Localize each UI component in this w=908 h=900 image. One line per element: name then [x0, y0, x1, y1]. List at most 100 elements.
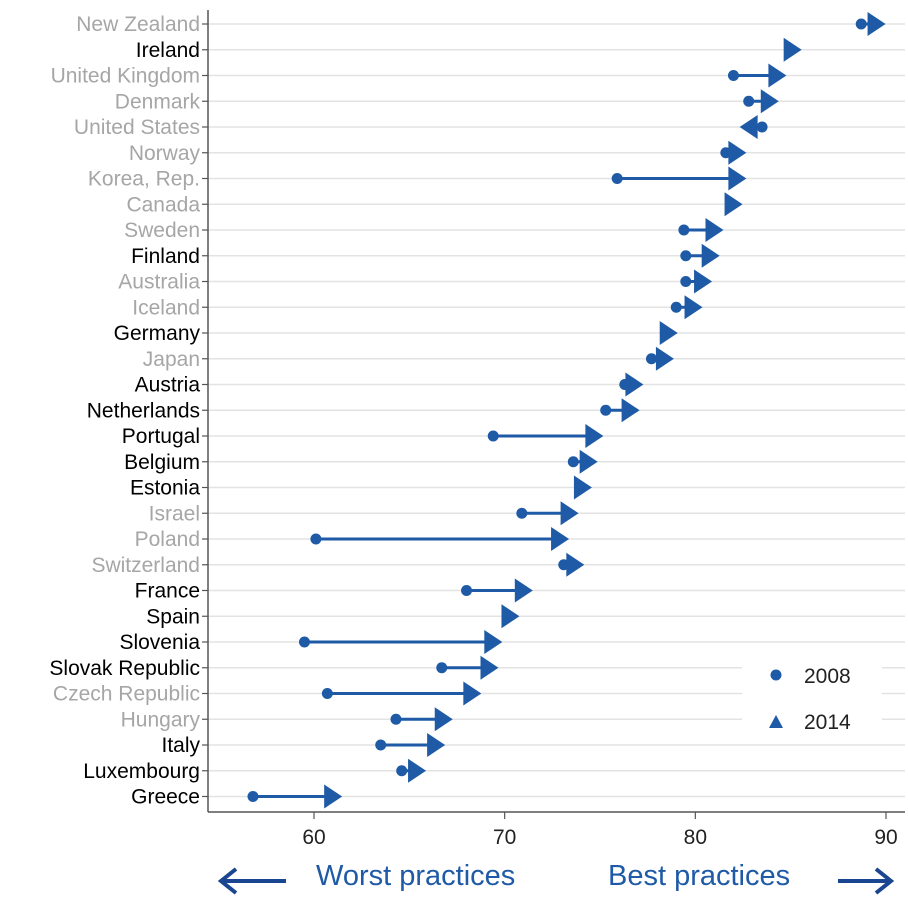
legend-2014-label: 2014 [804, 711, 851, 734]
marker-2008 [670, 301, 682, 313]
marker-2014 [684, 295, 703, 320]
marker-2008 [436, 662, 448, 674]
marker-2014 [724, 192, 743, 217]
axes [202, 10, 905, 819]
marker-2014 [434, 707, 453, 732]
marker-2014 [783, 37, 802, 62]
marker-2014 [694, 269, 713, 294]
country-label: Japan [143, 348, 200, 371]
marker-2014 [585, 424, 604, 448]
country-label: Ireland [136, 39, 200, 62]
marker-2014 [484, 630, 503, 654]
marker-2014 [551, 527, 570, 551]
marker-2014 [501, 604, 520, 629]
gridlines [208, 23, 905, 798]
arrow-right-icon [838, 867, 895, 895]
legend-2008-marker [770, 669, 782, 681]
marker-2014 [739, 115, 758, 139]
marker-2008 [756, 121, 768, 133]
marker-2008 [396, 765, 408, 777]
marker-2008 [743, 95, 755, 107]
country-label: Portugal [122, 425, 200, 448]
marker-2014 [560, 501, 579, 526]
marker-2008 [487, 430, 499, 442]
marker-2014 [701, 243, 720, 268]
marker-2008 [680, 276, 692, 287]
legend: 2008 2014 [742, 652, 882, 742]
worst-practices-label: Worst practices [316, 860, 516, 892]
country-label: Estonia [130, 477, 200, 500]
marker-2014 [625, 372, 644, 397]
country-label: Austria [135, 374, 201, 397]
marker-2008 [247, 791, 259, 802]
country-label: Sweden [124, 219, 200, 242]
marker-2008 [516, 507, 528, 519]
marker-2014 [427, 733, 446, 757]
marker-2014 [463, 681, 482, 706]
marker-2014 [728, 140, 747, 165]
country-label: Czech Republic [53, 683, 200, 706]
marker-2014 [867, 12, 886, 36]
marker-2014 [728, 166, 747, 191]
marker-2014 [760, 89, 779, 114]
x-tick-labels: 60 70 80 90 [302, 826, 897, 849]
marker-2008 [645, 353, 657, 365]
marker-2014 [621, 398, 640, 423]
marker-2008 [855, 18, 867, 30]
country-label: United Kingdom [51, 65, 200, 88]
marker-2008 [727, 70, 739, 81]
x-tick-label: 60 [302, 826, 325, 849]
country-label: Canada [126, 193, 200, 216]
marker-2014 [705, 218, 724, 242]
legend-2014-marker [769, 715, 783, 728]
marker-2014 [408, 758, 427, 783]
country-label: Belgium [124, 451, 200, 474]
marker-2008 [567, 456, 579, 468]
marker-2014 [768, 63, 787, 88]
marker-2008 [310, 533, 322, 545]
marker-2014 [324, 784, 343, 809]
x-tick-label: 80 [684, 826, 707, 849]
country-label: Norway [129, 142, 201, 165]
marker-2014 [655, 346, 674, 371]
country-label: Korea, Rep. [88, 168, 200, 191]
country-label: Finland [131, 245, 200, 268]
country-label: New Zealand [76, 13, 200, 36]
country-label: United States [74, 116, 200, 139]
legend-2008-label: 2008 [804, 665, 851, 688]
legend-background [742, 652, 882, 742]
country-label: Iceland [132, 296, 200, 319]
marker-2008 [678, 224, 690, 236]
country-label: Greece [131, 786, 200, 809]
country-label: Hungary [121, 708, 201, 731]
country-label: Poland [135, 528, 200, 551]
country-label: Italy [161, 734, 200, 757]
country-label: Slovenia [119, 631, 200, 654]
marker-2008 [298, 636, 310, 648]
marker-2008 [600, 404, 612, 416]
x-tick-label: 90 [874, 826, 897, 849]
data-markers [247, 12, 886, 809]
marker-2014 [514, 578, 533, 603]
marker-2008 [321, 688, 333, 699]
country-label: Israel [149, 502, 200, 525]
x-tick-label: 70 [493, 826, 516, 849]
marker-2008 [611, 173, 623, 184]
country-label: Germany [114, 322, 201, 345]
arrow-left-icon [217, 867, 286, 895]
marker-2008 [375, 739, 387, 751]
country-label: France [135, 580, 200, 603]
marker-2014 [480, 655, 499, 680]
country-label: Spain [146, 605, 200, 628]
marker-2014 [579, 449, 598, 474]
marker-2008 [390, 713, 402, 725]
marker-2008 [461, 585, 473, 596]
country-label: Netherlands [87, 399, 200, 422]
marker-2008 [680, 250, 692, 262]
marker-2014 [573, 475, 592, 500]
country-label: Denmark [115, 90, 201, 113]
marker-2014 [659, 321, 678, 345]
country-label: Australia [118, 271, 200, 294]
